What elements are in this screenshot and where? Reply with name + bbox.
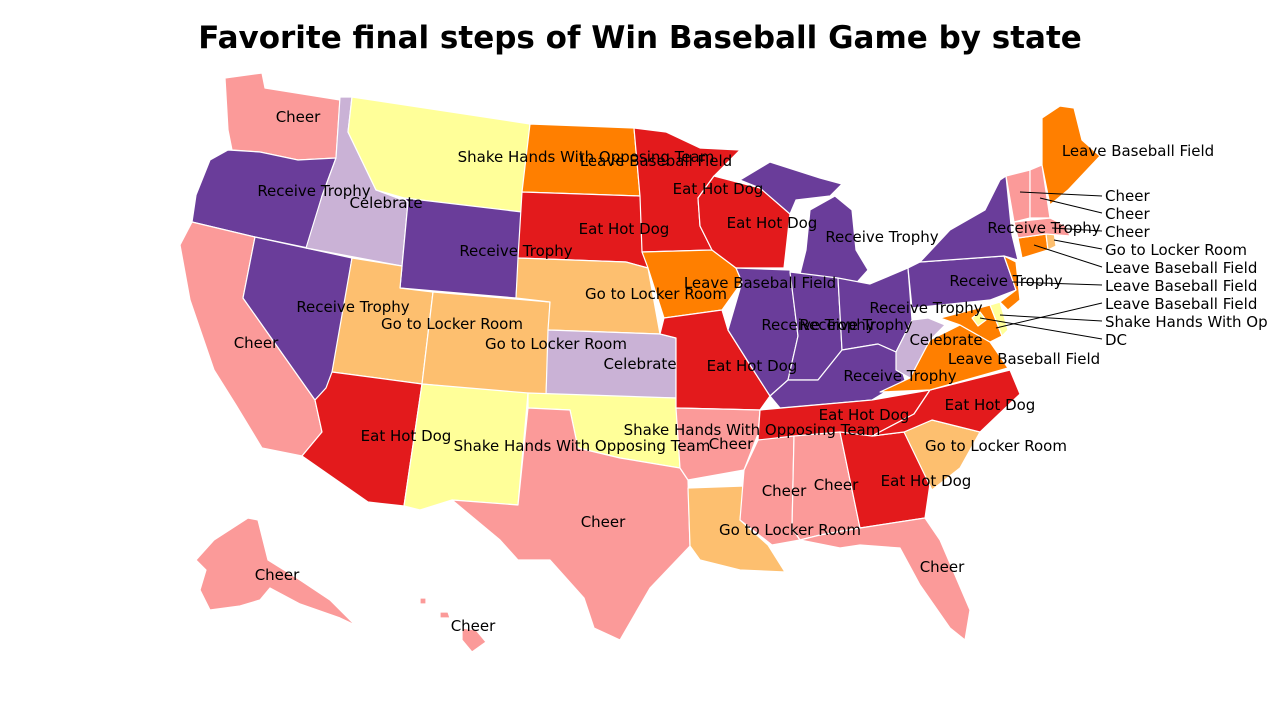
label-MN: Eat Hot Dog xyxy=(673,180,764,198)
callout-RI: Go to Locker Room xyxy=(1105,241,1247,259)
callout-DC: DC xyxy=(1105,331,1127,349)
label-FL: Cheer xyxy=(920,558,965,576)
label-SD: Eat Hot Dog xyxy=(579,220,670,238)
label-CA: Cheer xyxy=(234,334,279,352)
label-AZ: Eat Hot Dog xyxy=(361,427,452,445)
label-ND: Leave Baseball Field xyxy=(580,152,732,170)
label-OK: Shake Hands With Opposing Team xyxy=(624,421,881,439)
label-AR: Cheer xyxy=(709,435,754,453)
label-HI: Cheer xyxy=(451,617,496,635)
state-WY xyxy=(399,197,523,299)
state-FL xyxy=(799,517,971,641)
label-IL: Receive Trophy xyxy=(761,316,874,334)
state-DE xyxy=(989,301,1009,337)
label-TN: Eat Hot Dog xyxy=(819,406,910,424)
label-AL: Cheer xyxy=(814,476,859,494)
label-UT: Go to Locker Room xyxy=(381,315,523,333)
label-CO: Go to Locker Room xyxy=(485,335,627,353)
label-WI: Eat Hot Dog xyxy=(727,214,818,232)
state-WV xyxy=(895,317,946,379)
callout-NJ: Leave Baseball Field xyxy=(1105,277,1257,295)
label-PA: Receive Trophy xyxy=(949,272,1062,290)
state-MD xyxy=(939,304,1003,343)
label-IA: Leave Baseball Field xyxy=(684,274,836,292)
callout-CT: Leave Baseball Field xyxy=(1105,259,1257,277)
label-LA: Go to Locker Room xyxy=(719,521,861,539)
state-HI xyxy=(419,597,487,653)
state-DC xyxy=(971,311,987,327)
label-WV: Celebrate xyxy=(909,331,982,349)
label-MO: Eat Hot Dog xyxy=(707,357,798,375)
label-WY: Receive Trophy xyxy=(459,242,572,260)
callout-leaders xyxy=(979,191,1103,340)
label-GA: Eat Hot Dog xyxy=(881,472,972,490)
label-VA: Leave Baseball Field xyxy=(948,350,1100,368)
label-MI: Receive Trophy xyxy=(825,228,938,246)
callout-VT: Cheer xyxy=(1105,187,1150,205)
label-NV: Receive Trophy xyxy=(296,298,409,316)
label-KS: Celebrate xyxy=(603,355,676,373)
callout-labels: Cheer Cheer Cheer Go to Locker Room Leav… xyxy=(1105,187,1268,349)
label-OH: Receive Trophy xyxy=(869,299,982,317)
label-OR: Receive Trophy xyxy=(257,182,370,200)
callout-NH: Cheer xyxy=(1105,205,1150,223)
label-TX: Cheer xyxy=(581,513,626,531)
callout-DE: Shake Hands With Op xyxy=(1105,313,1268,331)
label-MS: Cheer xyxy=(762,482,807,500)
label-ME: Leave Baseball Field xyxy=(1062,142,1214,160)
label-SC: Go to Locker Room xyxy=(925,437,1067,455)
callout-MD: Leave Baseball Field xyxy=(1105,295,1257,313)
label-NE: Go to Locker Room xyxy=(585,285,727,303)
state-NC xyxy=(871,369,1021,437)
state-MO xyxy=(659,309,771,411)
label-NY: Receive Trophy xyxy=(987,219,1100,237)
state-AK xyxy=(195,517,356,626)
label-KY: Receive Trophy xyxy=(843,367,956,385)
state-MI xyxy=(739,161,869,291)
state-ME xyxy=(1041,105,1101,206)
label-NC: Eat Hot Dog xyxy=(945,396,1036,414)
state-NJ xyxy=(999,255,1021,311)
label-ID: Celebrate xyxy=(349,194,422,212)
label-AK: Cheer xyxy=(255,566,300,584)
label-NM: Shake Hands With Opposing Team xyxy=(454,437,711,455)
map-title: Favorite final steps of Win Baseball Gam… xyxy=(198,20,1082,56)
state-NH xyxy=(1029,164,1051,219)
label-IN: Receive Trophy xyxy=(799,316,912,334)
label-MT: Shake Hands With Opposing Team xyxy=(458,148,715,166)
state-labels: Cheer Receive Trophy Celebrate Shake Han… xyxy=(234,108,1214,635)
callout-MA: Cheer xyxy=(1105,223,1150,241)
label-WA: Cheer xyxy=(276,108,321,126)
state-TX xyxy=(451,407,691,641)
